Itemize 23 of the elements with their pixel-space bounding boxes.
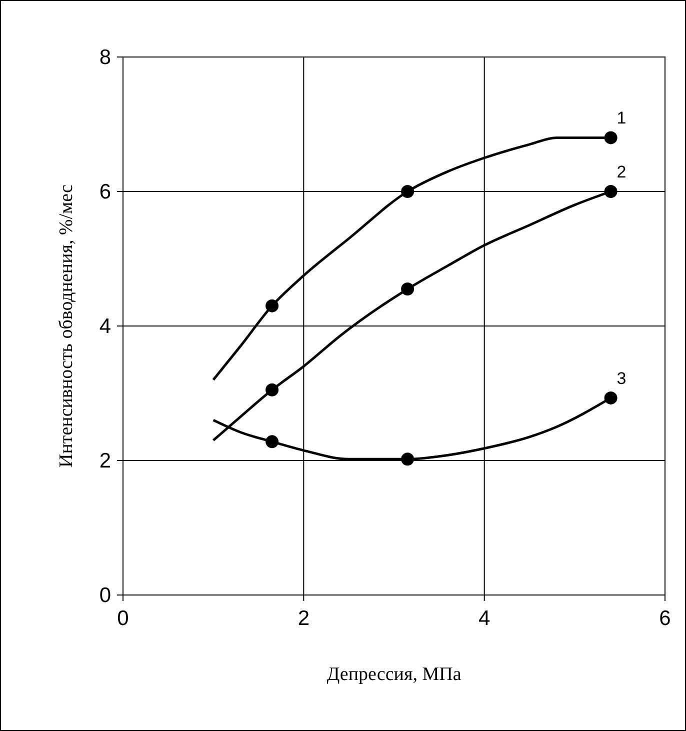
point xyxy=(401,452,414,466)
y-tick-label: 6 xyxy=(99,180,111,204)
y-tick-label: 2 xyxy=(99,450,111,472)
point xyxy=(604,185,618,198)
point xyxy=(604,131,618,144)
x-tick-label: 4 xyxy=(478,607,490,630)
point xyxy=(401,282,414,296)
y-tick-label: 4 xyxy=(99,315,112,338)
x-tick-label: 6 xyxy=(659,607,671,630)
point xyxy=(266,435,279,448)
point xyxy=(266,383,279,396)
point xyxy=(401,185,414,198)
point xyxy=(266,299,279,312)
x-tick-label: 2 xyxy=(298,607,310,630)
y-axis-title: Интенсивность обводнения, %/мес xyxy=(56,184,77,468)
series-label: 1 xyxy=(616,108,626,128)
series-label: 3 xyxy=(616,368,626,388)
y-tick-label: 8 xyxy=(99,46,111,69)
point xyxy=(604,391,618,404)
y-tick-label: 0 xyxy=(99,584,111,607)
x-tick-label: 0 xyxy=(117,607,129,630)
x-axis-title: Депрессия, МПа xyxy=(326,664,462,685)
series-label: 2 xyxy=(616,162,626,182)
